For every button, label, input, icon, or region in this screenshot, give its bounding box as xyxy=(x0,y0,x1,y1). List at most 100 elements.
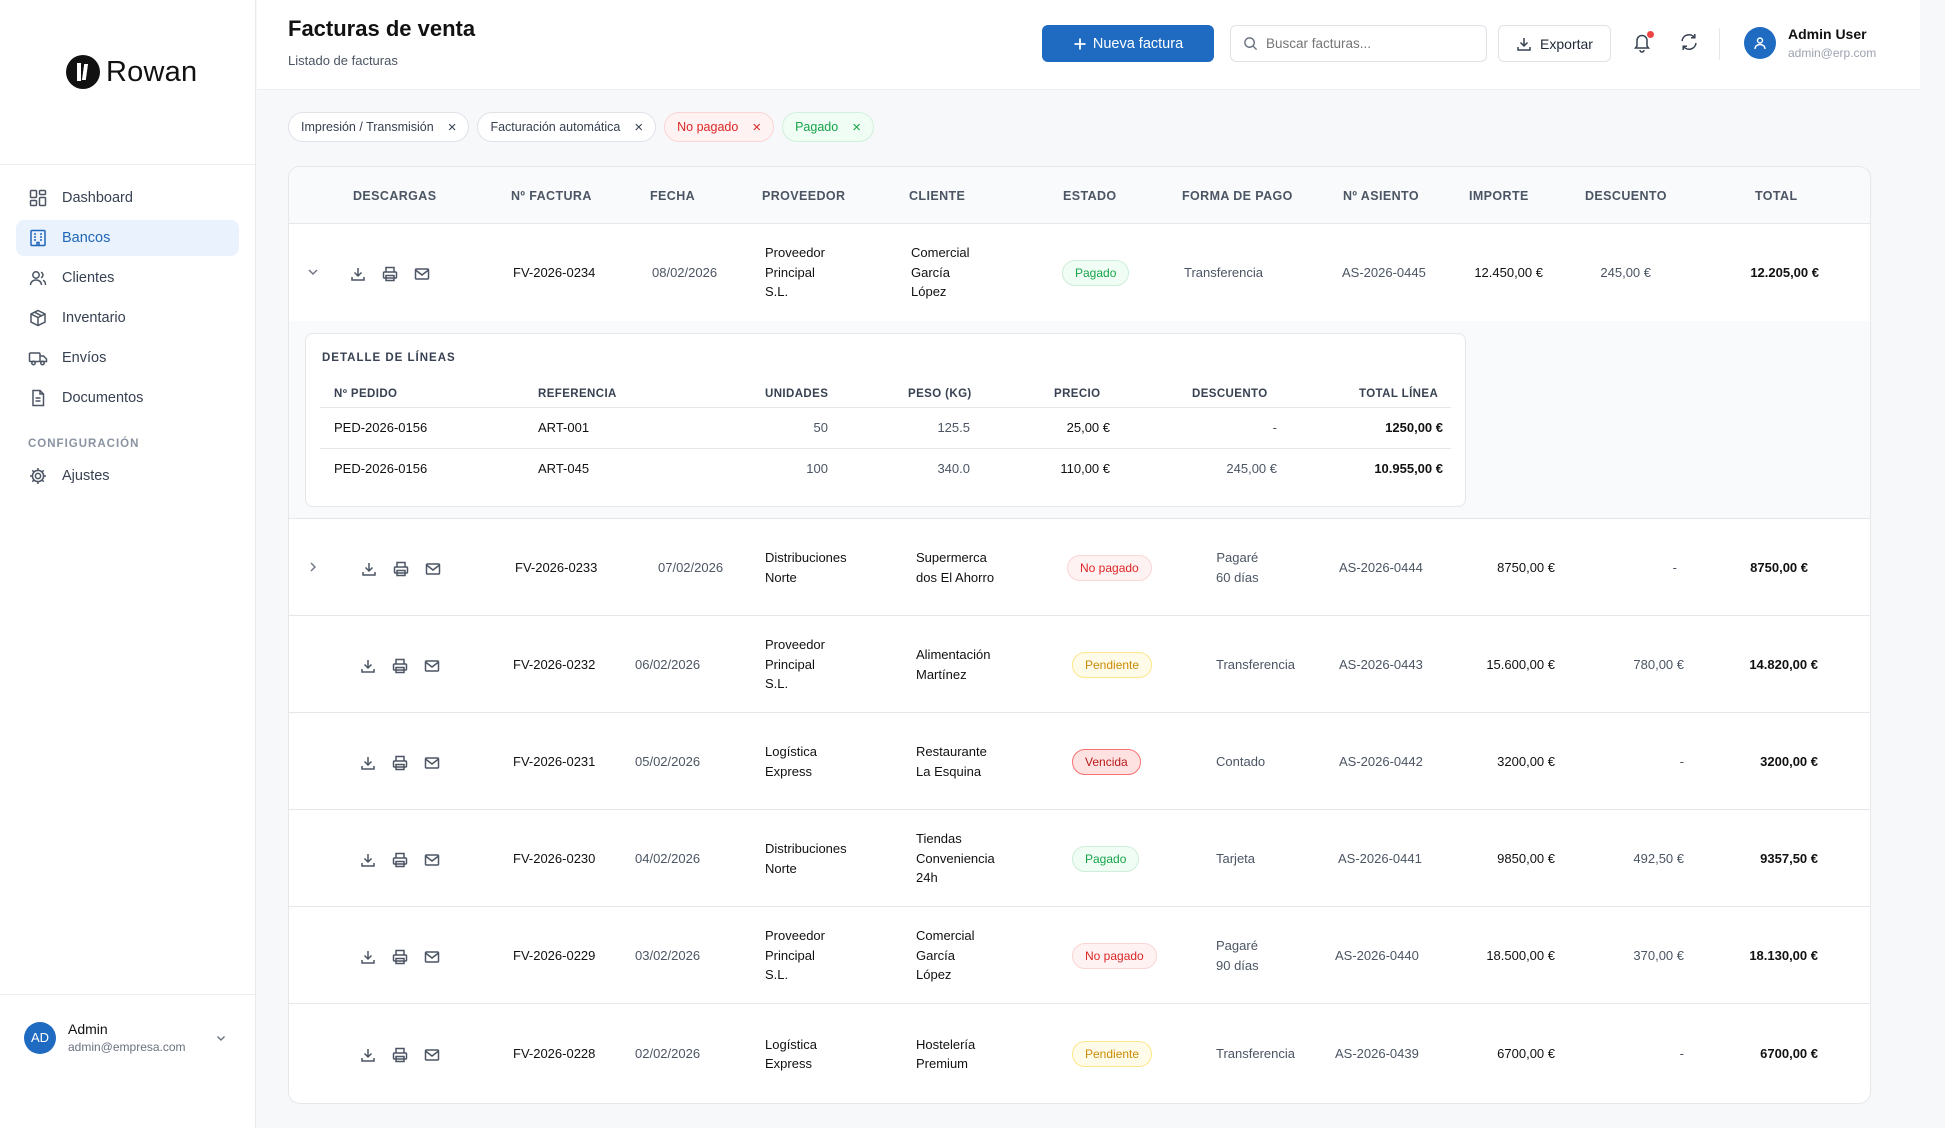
detail-row: PED-2026-0156 ART-001 50 125.5 25,00 € - 1250,… xyxy=(320,407,1451,448)
new-invoice-button[interactable]: Nueva factura xyxy=(1042,25,1214,62)
filter-chip-label: Impresión / Transmisión xyxy=(301,120,434,134)
mail-icon[interactable] xyxy=(423,1046,441,1064)
entry-number[interactable]: AS-2026-0439 xyxy=(1335,1046,1419,1061)
sidebar-item-clientes[interactable]: Clientes xyxy=(16,260,239,296)
refresh-button[interactable] xyxy=(1678,31,1700,53)
column-header[interactable]: DESCUENTO xyxy=(1585,189,1667,203)
table-row[interactable]: FV-2026-0232 06/02/2026 Proveedor Principal… xyxy=(289,616,1870,713)
download-icon[interactable] xyxy=(359,754,377,772)
invoice-number[interactable]: FV-2026-0234 xyxy=(513,264,596,280)
client: Comercial García López xyxy=(911,243,970,302)
entry-number[interactable]: AS-2026-0445 xyxy=(1342,264,1426,280)
chevron-down-icon[interactable] xyxy=(306,265,320,279)
column-header[interactable]: CLIENTE xyxy=(909,189,966,203)
invoice-date: 08/02/2026 xyxy=(652,264,718,280)
mail-icon[interactable] xyxy=(423,948,441,966)
print-icon[interactable] xyxy=(391,948,409,966)
sidebar-item-dashboard[interactable]: Dashboard xyxy=(16,180,239,216)
invoice-number[interactable]: FV-2026-0231 xyxy=(513,753,596,769)
sidebar-item-inventario[interactable]: Inventario xyxy=(16,300,239,336)
print-icon[interactable] xyxy=(391,754,409,772)
status-badge: Vencida xyxy=(1072,748,1141,775)
header-user-menu[interactable]: Admin User admin@erp.com xyxy=(1744,26,1876,60)
download-icon[interactable] xyxy=(359,948,377,966)
print-icon[interactable] xyxy=(392,560,410,578)
table-row[interactable]: FV-2026-0231 05/02/2026 Logística Express Re… xyxy=(289,713,1870,810)
sidebar-item-envios[interactable]: Envíos xyxy=(16,340,239,376)
filter-chip[interactable]: Facturación automática × xyxy=(477,112,657,142)
payment-line: 60 días xyxy=(1216,569,1259,585)
price: 25,00 € xyxy=(1066,420,1110,435)
table-row[interactable]: FV-2026-0230 04/02/2026 Distribuciones Nort… xyxy=(289,810,1870,907)
mail-icon[interactable] xyxy=(424,560,442,578)
search-input[interactable] xyxy=(1266,36,1466,51)
column-header[interactable]: Nº ASIENTO xyxy=(1343,189,1419,203)
filter-chip-label: Pagado xyxy=(795,120,839,134)
print-icon[interactable] xyxy=(391,1046,409,1064)
download-icon[interactable] xyxy=(359,657,377,675)
column-header[interactable]: TOTAL xyxy=(1755,189,1798,203)
close-icon[interactable]: × xyxy=(634,118,644,136)
table-row[interactable]: FV-2026-0228 02/02/2026 Logística Express Ho… xyxy=(289,1004,1870,1103)
download-actions xyxy=(359,1046,441,1064)
table-row[interactable]: FV-2026-0234 08/02/2026 Proveedor Principal… xyxy=(289,224,1870,321)
bell-icon xyxy=(1634,34,1650,53)
column-header[interactable]: FORMA DE PAGO xyxy=(1182,189,1293,203)
invoice-number[interactable]: FV-2026-0233 xyxy=(515,559,598,575)
user-name: Admin User xyxy=(1788,26,1867,42)
mail-icon[interactable] xyxy=(423,754,441,772)
invoice-number[interactable]: FV-2026-0232 xyxy=(513,656,596,672)
download-icon[interactable] xyxy=(359,1046,377,1064)
column-header[interactable]: ESTADO xyxy=(1063,189,1117,203)
truck-icon xyxy=(28,352,48,366)
entry-number[interactable]: AS-2026-0441 xyxy=(1338,850,1422,866)
entry-number[interactable]: AS-2026-0444 xyxy=(1339,559,1423,575)
print-icon[interactable] xyxy=(381,265,399,283)
chevron-down-icon[interactable] xyxy=(216,1033,226,1043)
total: 12.205,00 € xyxy=(1750,264,1819,280)
print-icon[interactable] xyxy=(391,851,409,869)
invoice-number[interactable]: FV-2026-0230 xyxy=(513,850,596,866)
sidebar-item-documentos[interactable]: Documentos xyxy=(16,380,239,416)
sidebar-item-label: Bancos xyxy=(62,230,111,246)
brand-logo[interactable]: Rowan xyxy=(66,55,197,89)
download-icon[interactable] xyxy=(349,265,367,283)
close-icon[interactable]: × xyxy=(852,118,861,136)
invoice-number[interactable]: FV-2026-0229 xyxy=(513,947,596,963)
line-total: 10.955,00 € xyxy=(1374,461,1443,476)
sidebar-item-bancos[interactable]: Bancos xyxy=(16,220,239,256)
mail-icon[interactable] xyxy=(423,657,441,675)
filter-chip-label: No pagado xyxy=(677,120,739,134)
column-header[interactable]: FECHA xyxy=(650,189,696,203)
close-icon[interactable]: × xyxy=(447,118,457,136)
column-header[interactable]: DESCARGAS xyxy=(353,189,437,203)
close-icon[interactable]: × xyxy=(752,118,762,136)
column-header[interactable]: IMPORTE xyxy=(1469,189,1529,203)
mail-icon[interactable] xyxy=(423,851,441,869)
table-row[interactable]: FV-2026-0229 03/02/2026 Proveedor Principal… xyxy=(289,907,1870,1004)
download-icon[interactable] xyxy=(360,560,378,578)
mail-icon[interactable] xyxy=(413,265,431,283)
weight: 340.0 xyxy=(937,461,970,476)
invoice-number[interactable]: FV-2026-0228 xyxy=(513,1046,596,1061)
search-box[interactable] xyxy=(1230,25,1487,62)
filter-chip[interactable]: No pagado × xyxy=(664,112,775,142)
detail-column-header: Nº PEDIDO xyxy=(334,388,398,400)
export-button[interactable]: Exportar xyxy=(1498,25,1611,62)
filter-chip[interactable]: Impresión / Transmisión × xyxy=(288,112,470,142)
column-header[interactable]: Nº FACTURA xyxy=(511,189,592,203)
filter-chip[interactable]: Pagado × xyxy=(782,112,874,142)
entry-number[interactable]: AS-2026-0442 xyxy=(1339,753,1423,769)
chevron-right-icon[interactable] xyxy=(306,560,320,574)
entry-number[interactable]: AS-2026-0440 xyxy=(1335,947,1419,963)
sidebar-item-ajustes[interactable]: Ajustes xyxy=(16,458,239,494)
print-icon[interactable] xyxy=(391,657,409,675)
bank-icon xyxy=(30,229,46,247)
table-row[interactable]: FV-2026-0233 07/02/2026 Distribuciones Nort… xyxy=(289,519,1870,616)
download-icon[interactable] xyxy=(359,851,377,869)
column-header[interactable]: PROVEEDOR xyxy=(762,189,846,203)
entry-number[interactable]: AS-2026-0443 xyxy=(1339,656,1423,672)
invoice-date: 05/02/2026 xyxy=(635,753,701,769)
notifications-button[interactable] xyxy=(1631,31,1654,53)
sidebar-user-panel[interactable]: AD Admin admin@empresa.com xyxy=(0,994,255,1128)
